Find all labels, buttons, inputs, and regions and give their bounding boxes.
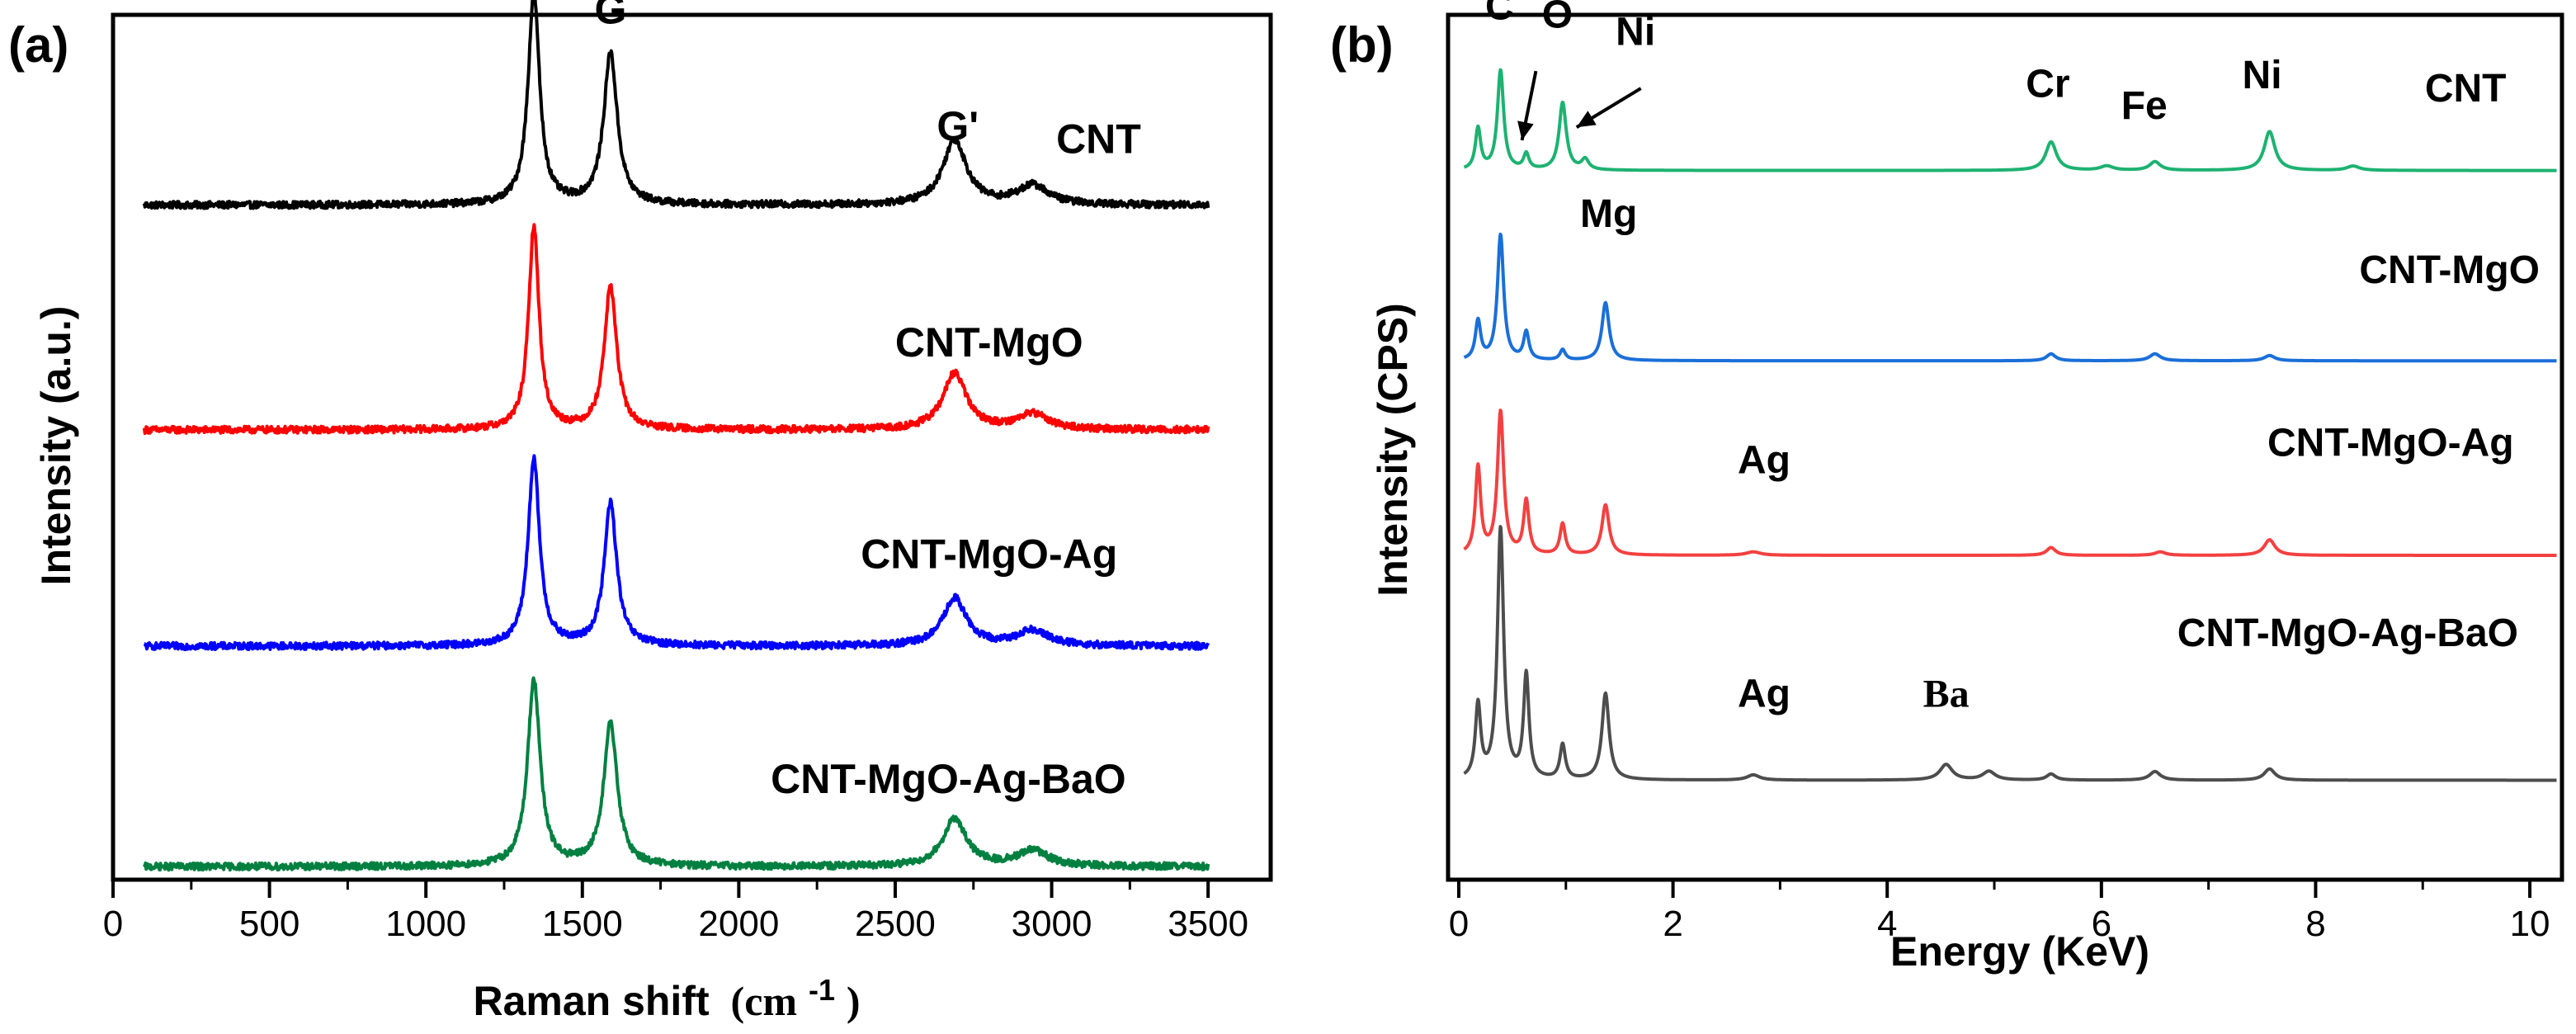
panel-a-series-group (142, 0, 1210, 872)
panel-a-label: (a) (8, 17, 68, 73)
annotation-label: Ag (1738, 672, 1790, 715)
annotation-label: CNT-MgO (2359, 248, 2540, 292)
annotation-label: Ni (1616, 11, 1655, 54)
panel-a-x-axis-label-main: Raman shift (473, 978, 710, 1024)
panel-b-label: (b) (1330, 17, 1394, 73)
x-tick-label: 2000 (698, 904, 779, 944)
series-line-cnt-mgo-ag (143, 454, 1210, 651)
panel-a-y-axis-label: Intensity (a.u.) (33, 306, 79, 586)
annotation-label: CNT-MgO-Ag-BaO (2177, 611, 2518, 655)
panel-b-series-group (1463, 68, 2558, 782)
x-tick-label: 8 (2305, 904, 2325, 944)
x-tick-label: 2500 (855, 904, 936, 944)
series-line-cnt-mgo (142, 223, 1210, 436)
panel-b-y-axis-label: Intensity (CPS) (1370, 303, 1416, 597)
x-tick-label: 3500 (1168, 904, 1248, 944)
series-line-cnt-mgo-ag-bao (1463, 525, 2558, 782)
annotation-label: CNT (2425, 67, 2507, 111)
x-tick-label: 1000 (385, 904, 466, 944)
panel-b-x-ticks: 0 2 4 6 8 10 (1449, 880, 2550, 944)
annotation-label: Cr (2026, 63, 2069, 106)
panel-b-eds-chart: (b) 0 2 4 6 8 10 C O Ni Cr Fe Ni CNT Mg CNT-MgO Ag CNT-… (1330, 0, 2564, 975)
annotation-label: C (1485, 0, 1514, 28)
annotation-label: CNT-MgO (895, 319, 1083, 366)
series-line-cnt-mgo-ag-bao (143, 676, 1210, 872)
series-line-cnt-mgo (1463, 232, 2558, 363)
annotation-label: CNT-MgO-Ag (2267, 421, 2514, 465)
series-line-cnt (142, 0, 1210, 210)
x-tick-label: 0 (103, 904, 123, 944)
annotation-label: Ag (1738, 438, 1790, 482)
panel-a-x-axis-label-unit-sup: -1 (809, 973, 835, 1007)
panel-a-x-axis-label-unit-open: (cm (731, 978, 798, 1024)
annotation-label: Ba (1923, 672, 1970, 715)
x-tick-label: 0 (1449, 904, 1469, 944)
x-tick-label: 1500 (542, 904, 623, 944)
panel-b-plot-frame (1446, 12, 2564, 882)
series-line-cnt (1463, 68, 2558, 172)
panel-a-plot-frame (111, 12, 1273, 882)
x-tick-label: 10 (2510, 904, 2550, 944)
annotation-label: G' (937, 103, 979, 149)
annotation-arrow-head (1576, 111, 1597, 128)
x-tick-label: 2 (1663, 904, 1682, 944)
x-tick-label: 6 (2092, 904, 2111, 944)
annotation-label: Mg (1580, 192, 1637, 236)
x-tick-label: 4 (1877, 904, 1897, 944)
annotation-label: Ni (2243, 54, 2282, 97)
panel-b-x-axis-label: Energy (KeV) (1890, 928, 2149, 975)
series-line-cnt-mgo-ag (1463, 408, 2558, 557)
annotation-label: O (1542, 0, 1573, 37)
panel-a-x-axis-label-unit-close: ) (847, 978, 861, 1024)
annotation-arrow-head (1517, 120, 1534, 140)
panel-b-annotations: C O Ni Cr Fe Ni CNT Mg CNT-MgO Ag CNT-MgO-Ag Ag Ba CN… (1485, 0, 2540, 715)
panel-a-x-ticks: 0 500 1000 1500 2000 2500 3000 3500 (103, 880, 1248, 944)
annotation-label: CNT (1056, 116, 1141, 163)
annotation-label: CNT-MgO-Ag (861, 531, 1117, 578)
annotation-label: Fe (2121, 84, 2168, 128)
annotation-label: CNT-MgO-Ag-BaO (771, 756, 1126, 802)
x-tick-label: 500 (239, 904, 300, 944)
annotation-label: G (594, 0, 626, 32)
panel-a-x-axis-label: Raman shift (cm -1 ) (473, 963, 860, 1024)
x-tick-label: 3000 (1012, 904, 1092, 944)
